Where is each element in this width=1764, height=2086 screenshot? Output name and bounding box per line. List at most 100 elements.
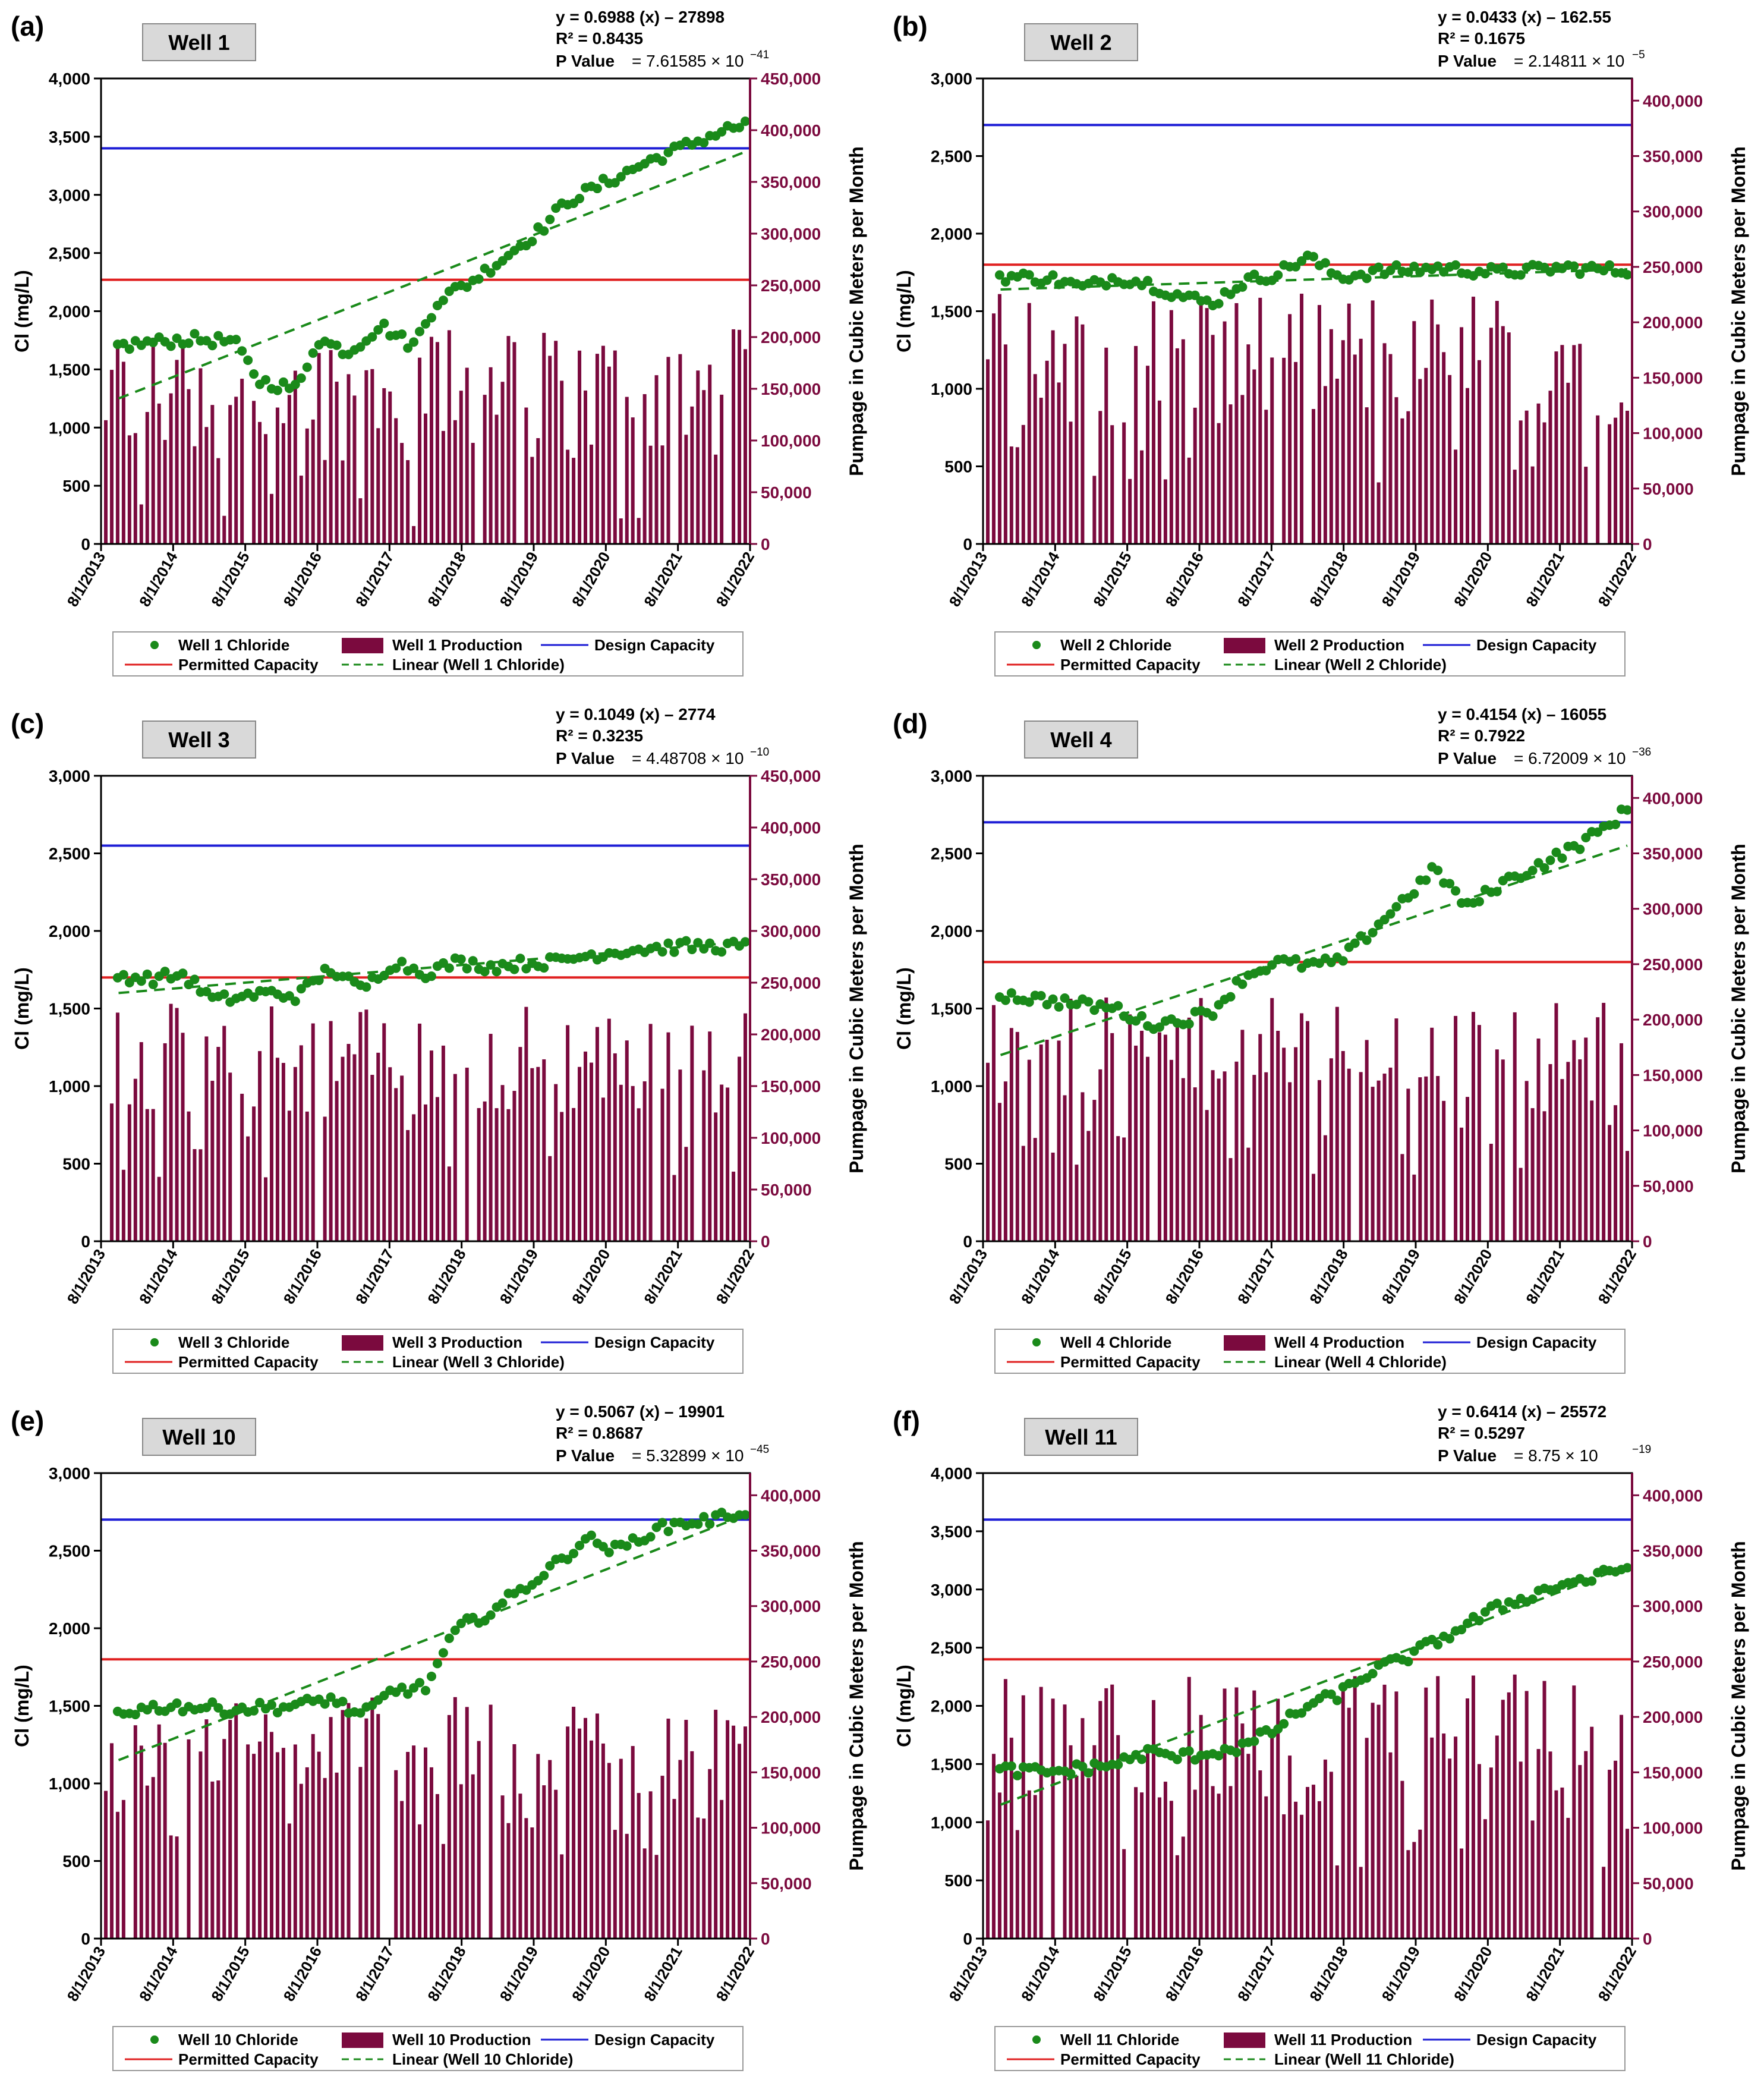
- production-bar: [1436, 1076, 1440, 1241]
- production-bar: [997, 1103, 1001, 1241]
- production-bar: [187, 389, 191, 544]
- chloride-point: [1113, 1000, 1123, 1011]
- chloride-point: [1445, 879, 1455, 889]
- left-tick-label: 2,500: [931, 147, 972, 166]
- production-bar: [1163, 1034, 1167, 1241]
- production-bar: [1524, 1691, 1529, 1939]
- chloride-point: [539, 963, 549, 973]
- production-bar: [287, 395, 291, 544]
- production-bar: [1347, 1707, 1351, 1939]
- chloride-point: [148, 1700, 158, 1710]
- production-bar: [210, 405, 215, 544]
- production-bar: [1199, 1714, 1203, 1939]
- x-tick-label: 8/1/2020: [1450, 549, 1496, 610]
- chloride-point: [1137, 1011, 1147, 1021]
- production-bar: [329, 350, 333, 544]
- x-tick-label: 8/1/2022: [713, 1943, 758, 2005]
- production-bar: [258, 421, 262, 544]
- production-bar: [1460, 327, 1464, 544]
- production-bar: [1483, 1819, 1487, 1939]
- production-bar: [1530, 1108, 1535, 1241]
- chloride-point: [1273, 270, 1283, 280]
- chloride-point: [438, 295, 448, 306]
- legend-box: [112, 2026, 744, 2071]
- chloride-point: [1291, 954, 1301, 964]
- production-bar: [1063, 1704, 1067, 1939]
- production-bar: [382, 1023, 386, 1241]
- chloride-point: [432, 1659, 442, 1669]
- production-bar: [1104, 1688, 1108, 1939]
- production-bar: [1501, 1059, 1505, 1241]
- left-tick-label: 1,500: [931, 303, 972, 321]
- chloride-point: [1214, 298, 1224, 309]
- production-bar: [447, 1166, 451, 1241]
- production-bar: [1193, 1087, 1197, 1241]
- production-bar: [1282, 1047, 1286, 1241]
- production-bar: [1092, 1100, 1097, 1241]
- right-tick-label: 50,000: [1643, 1177, 1694, 1195]
- production-bar: [1252, 1690, 1256, 1939]
- production-bar: [1205, 1753, 1209, 1939]
- chloride-point: [645, 1532, 656, 1542]
- legend-chloride-marker: [150, 2035, 159, 2044]
- production-bar: [1246, 344, 1250, 544]
- chloride-point: [1498, 262, 1508, 272]
- production-bar: [1228, 404, 1233, 544]
- production-bar: [1240, 395, 1245, 544]
- chloride-point: [1545, 855, 1555, 866]
- right-tick-label: 50,000: [761, 1874, 812, 1893]
- well-title: Well 1: [168, 30, 229, 55]
- chloride-point: [1261, 965, 1271, 976]
- production-bar: [1317, 1801, 1321, 1939]
- chloride-point: [592, 184, 602, 194]
- production-bar: [1507, 332, 1511, 544]
- x-tick-label: 8/1/2018: [1306, 1943, 1352, 2005]
- production-bar: [1317, 305, 1321, 544]
- legend-production-label: Well 1 Production: [392, 636, 522, 654]
- chloride-point: [1214, 1751, 1224, 1761]
- chloride-point: [492, 967, 502, 977]
- chloride-point: [1291, 262, 1301, 272]
- chloride-point: [421, 319, 430, 329]
- legend: Well 1 Chloride Well 1 Production Design C…: [112, 631, 744, 677]
- panel-label: (c): [11, 708, 44, 739]
- right-tick-label: 350,000: [761, 173, 821, 191]
- r-squared: R² = 0.8435: [556, 29, 643, 48]
- chloride-point: [409, 337, 419, 347]
- production-bar: [708, 364, 712, 544]
- chloride-point: [367, 332, 377, 342]
- legend-design-label: Design Capacity: [1476, 636, 1597, 654]
- production-bar: [1436, 1676, 1440, 1939]
- right-tick-label: 0: [761, 535, 770, 553]
- production-bar: [1554, 1790, 1558, 1939]
- production-bar: [412, 1114, 416, 1241]
- left-tick-label: 1,000: [49, 1774, 90, 1793]
- chloride-point: [1060, 993, 1070, 1003]
- production-bar: [1614, 417, 1618, 544]
- chloride-point: [1208, 1011, 1218, 1021]
- left-axis-title: Cl (mg/L): [11, 967, 33, 1050]
- production-bar: [1608, 1769, 1612, 1939]
- chloride-point: [1249, 269, 1259, 279]
- production-bar: [412, 1745, 416, 1939]
- production-bar: [252, 1106, 256, 1241]
- right-tick-label: 0: [1643, 1232, 1652, 1251]
- chloride-point: [1557, 853, 1567, 863]
- production-bar: [1359, 1867, 1363, 1939]
- production-bar: [524, 1006, 528, 1241]
- production-bar: [1163, 1782, 1167, 1939]
- production-bar: [1146, 1056, 1149, 1241]
- chloride-point: [741, 117, 750, 127]
- production-bar: [1140, 1030, 1144, 1241]
- x-tick-label: 8/1/2022: [1595, 1943, 1640, 2005]
- production-bar: [1335, 1865, 1339, 1939]
- chloride-point: [663, 938, 673, 948]
- right-tick-label: 250,000: [761, 1653, 821, 1671]
- production-bar: [1542, 422, 1546, 544]
- production-bar: [1116, 1136, 1120, 1241]
- production-bar: [1211, 335, 1215, 544]
- production-bar: [1460, 1848, 1464, 1939]
- right-tick-label: 0: [1643, 535, 1652, 553]
- x-tick-label: 8/1/2021: [640, 1943, 686, 2005]
